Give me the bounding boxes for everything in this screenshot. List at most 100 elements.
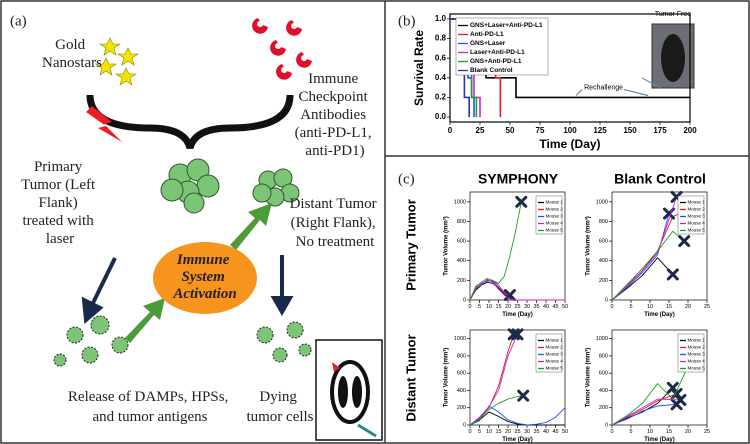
diagram-label: Distant Tumor (Right Flank), No treatmen… bbox=[290, 196, 381, 250]
chart: 0 5 10 15 20 25 0 200 400 600 800 1000 Time (Day) Tum… bbox=[585, 329, 710, 443]
x-tick-label: 25 bbox=[514, 429, 520, 435]
legend-box bbox=[455, 17, 549, 76]
dark-arrow bbox=[81, 255, 294, 325]
x-tick-label: 0 bbox=[468, 304, 471, 310]
line: and tumor antigens bbox=[93, 409, 208, 425]
series-line bbox=[611, 403, 677, 426]
end-marker bbox=[511, 328, 524, 341]
line: Dying bbox=[259, 389, 297, 405]
end-marker bbox=[666, 381, 679, 394]
annotation: Rechallenge bbox=[584, 84, 623, 91]
x-axis-label: Time (Day) bbox=[644, 312, 675, 318]
legend-label: Mouse 4 bbox=[546, 359, 564, 364]
x-tick-label: 50 bbox=[562, 304, 568, 310]
legend-label: GNS+Laser bbox=[470, 40, 506, 47]
series-line bbox=[469, 278, 565, 301]
series-line bbox=[469, 281, 565, 301]
chart: 0 5 10 15 20 25 30 35 40 45 50 0 200 400 600 800 1000 Tim… bbox=[443, 328, 568, 443]
legend-label: Mouse 1 bbox=[688, 200, 706, 205]
chart: 0 5 10 15 20 25 0 200 400 600 800 1000 Time (Day) Tum… bbox=[585, 190, 710, 318]
distant-tumor bbox=[252, 168, 300, 207]
x-axis-label: Time (Day) bbox=[502, 437, 533, 443]
plot-frame bbox=[611, 191, 708, 301]
series-line bbox=[469, 334, 515, 426]
series-line bbox=[469, 334, 518, 426]
end-marker bbox=[674, 393, 687, 406]
x-tick-label: 5 bbox=[629, 429, 632, 435]
x-tick-label: 5 bbox=[478, 304, 481, 310]
photo-mouse bbox=[661, 34, 685, 82]
x-tick-label: 15 bbox=[666, 429, 672, 435]
line: laser bbox=[46, 231, 74, 247]
y-tick-label: 1000 bbox=[596, 336, 608, 342]
series-line bbox=[611, 230, 685, 301]
legend-label: GNS+Anti-PD-L1 bbox=[470, 58, 522, 65]
x-tick-label: 25 bbox=[704, 304, 710, 310]
series-line bbox=[469, 395, 524, 426]
diagram-label: Immune Checkpoint Antibodies (anti-PD-L1… bbox=[295, 71, 376, 159]
line: Checkpoint bbox=[299, 89, 369, 105]
y-tick-label: 800 bbox=[457, 353, 466, 359]
end-marker bbox=[515, 195, 528, 208]
diagram-label: Primary Tumor (Left Flank) treated with … bbox=[21, 159, 99, 247]
line: Gold bbox=[55, 37, 86, 53]
x-axis-label: Time (Day) bbox=[502, 312, 533, 318]
column-header: Blank Control bbox=[614, 171, 706, 187]
y-tick-label: 0 bbox=[605, 297, 608, 303]
legend-label: Mouse 4 bbox=[546, 221, 564, 226]
brace bbox=[86, 94, 294, 150]
y-tick-label: 0 bbox=[605, 422, 608, 428]
x-tick-label: 10 bbox=[647, 304, 653, 310]
line: (Right Flank), bbox=[291, 215, 376, 231]
legend-label: Anti-PD-L1 bbox=[470, 31, 504, 38]
end-marker bbox=[517, 389, 530, 402]
line: Antibodies bbox=[300, 107, 366, 123]
y-tick-label: 1.0 bbox=[435, 14, 447, 23]
legend-label: Mouse 5 bbox=[546, 228, 564, 233]
x-tick-label: 45 bbox=[552, 304, 558, 310]
x-tick-label: 100 bbox=[563, 126, 577, 135]
y-tick-label: 600 bbox=[599, 371, 608, 377]
y-tick-label: 800 bbox=[599, 219, 608, 225]
end-marker bbox=[503, 289, 516, 302]
y-tick-label: 600 bbox=[457, 371, 466, 377]
line: treated with bbox=[23, 213, 95, 229]
y-axis-label: Tumor Volume (mm³) bbox=[443, 348, 450, 407]
x-axis-label: Time (Day) bbox=[644, 437, 675, 443]
x-tick-label: 40 bbox=[543, 304, 549, 310]
y-tick-label: 200 bbox=[457, 405, 466, 411]
line: No treatment bbox=[296, 234, 376, 250]
annotation-arrow bbox=[575, 89, 583, 96]
y-axis-label: Tumor Volume (mm³) bbox=[585, 216, 592, 275]
line: Nanostars bbox=[42, 55, 102, 71]
y-axis-label: Survival Rate bbox=[412, 30, 426, 106]
legend-label: Mouse 3 bbox=[688, 352, 706, 357]
legend-label: Mouse 5 bbox=[688, 366, 706, 371]
y-tick-label: 400 bbox=[457, 388, 466, 394]
line: anti-PD1) bbox=[305, 143, 364, 159]
x-tick-label: 10 bbox=[486, 429, 492, 435]
mouse-inset bbox=[315, 339, 383, 441]
line: Primary bbox=[34, 159, 83, 175]
legend-label: Laser+Anti-PD-L1 bbox=[470, 49, 525, 56]
x-tick-label: 0 bbox=[448, 126, 453, 135]
y-axis-label: Tumor Volume (mm³) bbox=[443, 216, 450, 275]
legend-label: Mouse 1 bbox=[546, 200, 564, 205]
x-tick-label: 20 bbox=[505, 429, 511, 435]
legend-label: Mouse 3 bbox=[546, 352, 564, 357]
diagram-label: Release of DAMPs, HPSs, and tumor antige… bbox=[68, 389, 232, 425]
line: tumor cells bbox=[246, 409, 313, 425]
x-tick-label: 0 bbox=[468, 429, 471, 435]
y-tick-label: 200 bbox=[457, 278, 466, 284]
end-marker bbox=[507, 328, 520, 341]
line: Tumor (Left bbox=[21, 177, 96, 193]
legend-label: Mouse 2 bbox=[688, 207, 706, 212]
annotation-arrow bbox=[641, 77, 661, 89]
antibodies bbox=[252, 18, 312, 80]
series-line bbox=[469, 411, 565, 426]
y-tick-label: 400 bbox=[457, 258, 466, 264]
y-tick-label: 400 bbox=[599, 388, 608, 394]
